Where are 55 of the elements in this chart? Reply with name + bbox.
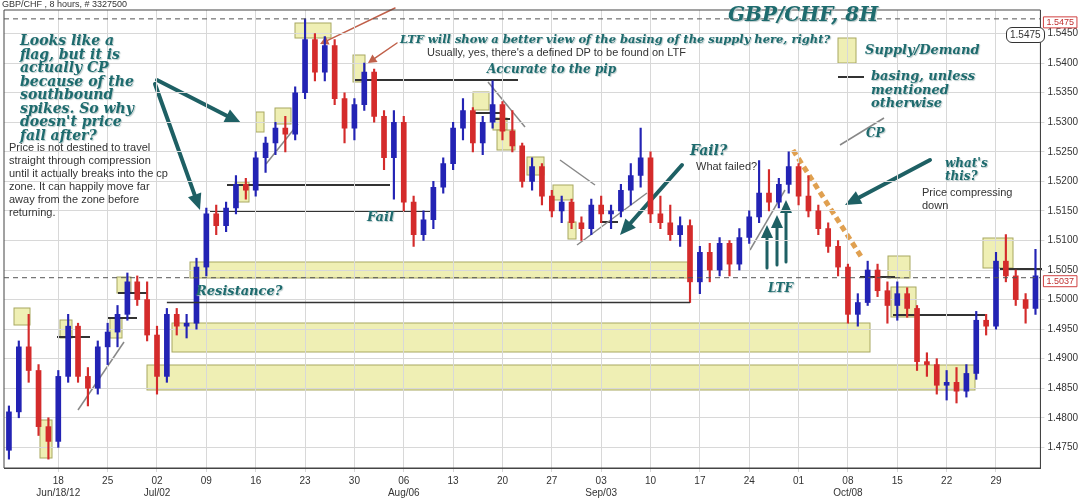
y-tick-label: 1.4850 — [1047, 381, 1079, 393]
x-tick-label: 25 — [102, 474, 114, 486]
y-tick-label: 1.5000 — [1047, 293, 1079, 305]
annotation: Usually, yes, there's a defined DP to be found on LTF — [427, 46, 686, 59]
x-tick-label: 02 Jul/02 — [143, 474, 171, 498]
y-tick-label: 1.5400 — [1047, 56, 1079, 68]
annotation: Price compressing down — [922, 186, 1014, 212]
x-tick-label: 24 — [743, 474, 756, 486]
annotation: LTF will show a better view of the basing of the supply here, right? — [400, 32, 831, 46]
annotation: what's this? — [945, 156, 989, 183]
annotation: Fail? — [690, 142, 728, 158]
candlestick — [953, 367, 960, 404]
x-tick-label: 16 — [250, 474, 262, 486]
y-tick-label: 1.5350 — [1047, 86, 1079, 98]
y-tick-label: 1.4800 — [1047, 411, 1079, 423]
x-tick-label: 20 — [496, 474, 509, 486]
x-tick-label: 01 — [793, 474, 805, 486]
y-tick-label: 1.5100 — [1047, 234, 1079, 246]
x-tick-label: 17 — [694, 474, 706, 486]
annotation: 1.5475 — [1006, 27, 1045, 43]
y-tick-label: 1.5150 — [1047, 204, 1079, 216]
y-tick-label: 1.5450 — [1047, 27, 1079, 39]
x-tick-label: 10 — [644, 474, 657, 486]
ref-line-label: 1.5037 — [1046, 275, 1074, 286]
x-tick-label: 03 Sep/03 — [585, 474, 618, 498]
x-tick-label: 08 Oct/08 — [833, 474, 864, 498]
chart-title: GBP/CHF, 8H — [728, 2, 879, 26]
y-tick-label: 1.5200 — [1047, 175, 1079, 187]
x-tick-label: 29 — [990, 474, 1002, 486]
y-tick-label: 1.5050 — [1047, 263, 1079, 275]
x-tick-label: 06 Aug/06 — [387, 474, 421, 498]
annotation: Fail — [367, 209, 394, 224]
annotation: Looks like a flag, but it is actually CP because of the southbound spikes. So why doesn't price fall after? — [20, 32, 135, 143]
x-tick-label: 18 Jun/18/12 — [36, 474, 81, 498]
annotation: What failed? — [696, 160, 758, 173]
x-tick-label: 23 — [299, 474, 312, 486]
candlestick — [578, 216, 585, 241]
y-tick-label: 1.5300 — [1047, 116, 1079, 128]
y-tick-label: 1.4750 — [1047, 441, 1079, 453]
annotation: basing, unless mentioned otherwise — [871, 68, 977, 110]
ref-line-label: 1.5475 — [1046, 16, 1074, 27]
annotation: Supply/Demand — [865, 42, 980, 57]
annotation: CP — [866, 126, 885, 140]
annotation: Accurate to the pip — [487, 62, 617, 76]
x-tick-label: 13 — [447, 474, 460, 486]
x-tick-label: 15 — [891, 474, 904, 486]
y-tick-label: 1.4950 — [1047, 322, 1079, 334]
x-tick-label: 22 — [941, 474, 953, 486]
annotation: LTF — [768, 281, 793, 295]
x-tick-label: 27 — [546, 474, 558, 486]
y-tick-label: 1.5250 — [1047, 145, 1079, 157]
chart-subtitle: GBP/CHF , 8 hours, # 3327500 — [2, 0, 128, 9]
x-tick-label: 09 — [200, 474, 213, 486]
y-tick-label: 1.4900 — [1047, 352, 1079, 364]
x-tick-label: 30 — [348, 474, 361, 486]
